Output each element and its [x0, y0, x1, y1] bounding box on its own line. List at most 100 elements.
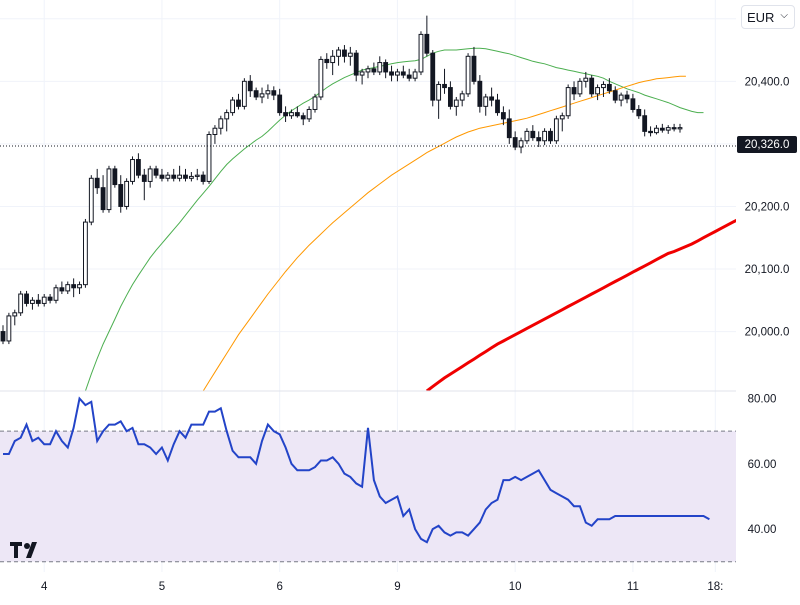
time-tick-label: 11	[627, 581, 639, 593]
candle	[147, 165, 153, 188]
candle	[306, 106, 312, 122]
candle	[536, 131, 542, 148]
candle	[612, 86, 618, 104]
candle	[289, 109, 294, 119]
time-tick-label: 6	[276, 581, 282, 593]
candle	[135, 153, 141, 179]
candle	[518, 137, 524, 154]
moving-averages	[84, 47, 736, 391]
candle	[353, 50, 359, 82]
candle	[247, 75, 253, 97]
candle	[601, 81, 606, 97]
candle	[553, 115, 559, 144]
candle	[483, 93, 489, 116]
candle	[236, 93, 241, 110]
candle	[477, 75, 483, 113]
candle	[606, 78, 612, 94]
candle	[671, 123, 677, 132]
currency-label: EUR	[747, 9, 775, 25]
candle	[130, 156, 135, 185]
candle	[165, 172, 171, 182]
candle	[542, 128, 548, 146]
time-tick-label: 18:	[707, 581, 723, 593]
candle	[618, 92, 624, 107]
candle	[371, 62, 377, 76]
candle	[277, 88, 283, 116]
price-tick-label: 20,200.0	[745, 201, 790, 213]
candle	[253, 87, 259, 101]
rsi-series	[3, 396, 710, 544]
tradingview-logo-icon[interactable]	[10, 540, 44, 563]
candle	[188, 172, 194, 182]
candle	[389, 65, 394, 82]
candle	[259, 87, 265, 104]
candle	[30, 297, 35, 310]
candle	[648, 126, 653, 137]
candle	[65, 281, 71, 295]
candle	[330, 50, 336, 76]
candle	[59, 281, 65, 295]
candle	[577, 78, 583, 97]
candle	[194, 168, 200, 181]
candle	[336, 46, 341, 66]
candlestick-series	[0, 15, 683, 345]
rsi-axis[interactable]: 40.00 60.00 80.00	[748, 394, 777, 537]
candle	[347, 46, 353, 66]
rsi-tick-label: 80.00	[748, 394, 777, 406]
candle	[324, 53, 330, 69]
candle	[489, 87, 495, 107]
rsi-tick-label: 40.00	[748, 524, 777, 536]
candle	[524, 128, 530, 144]
candle	[589, 75, 595, 97]
candle	[0, 325, 6, 345]
candle	[77, 281, 82, 295]
candle	[200, 171, 206, 185]
candle	[212, 125, 218, 144]
candle	[465, 53, 471, 97]
candle	[365, 65, 371, 79]
candle	[665, 125, 671, 134]
candle	[300, 112, 306, 126]
candle	[377, 56, 383, 76]
candle	[218, 115, 224, 135]
candle	[418, 31, 424, 76]
candle	[294, 106, 300, 118]
candle	[395, 68, 400, 82]
candle	[271, 86, 277, 101]
time-tick-label: 10	[509, 581, 522, 593]
candle	[318, 56, 324, 101]
candle	[124, 178, 130, 210]
price-tick-label: 20,100.0	[745, 264, 790, 276]
candle	[495, 93, 500, 116]
candle	[224, 109, 230, 132]
candle	[424, 15, 430, 57]
candle	[630, 93, 636, 113]
candle	[359, 68, 365, 85]
candle	[159, 168, 165, 182]
rsi-band	[0, 430, 736, 563]
time-tick-label: 9	[394, 581, 400, 593]
candle	[442, 68, 447, 94]
candle	[677, 123, 683, 133]
candle	[53, 284, 59, 304]
time-axis[interactable]: 4 5 6 9 10 11 18:	[41, 581, 723, 593]
ma-long-line	[425, 218, 736, 391]
currency-selector[interactable]: EUR ⌵	[741, 5, 795, 29]
candle	[571, 81, 577, 101]
candle	[512, 131, 518, 151]
candle	[206, 131, 212, 184]
candle	[177, 165, 183, 182]
candle	[595, 84, 600, 101]
candle	[654, 125, 659, 135]
price-axis[interactable]: 20,000.020,100.020,200.020,300.020,400.0…	[745, 14, 790, 339]
candle	[94, 168, 100, 194]
candle	[406, 68, 412, 82]
candle	[312, 93, 318, 113]
candle	[71, 278, 77, 298]
candle	[6, 312, 12, 345]
candle	[241, 78, 247, 110]
candle	[83, 218, 88, 288]
candle	[412, 68, 418, 82]
